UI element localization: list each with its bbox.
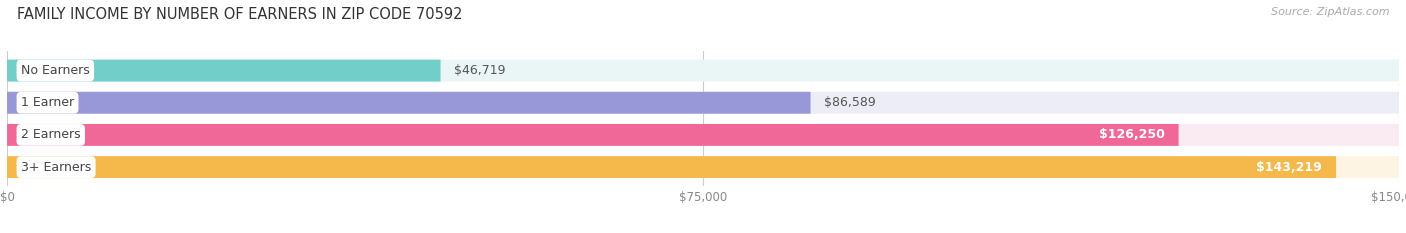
FancyBboxPatch shape [7, 156, 1399, 178]
Text: $86,589: $86,589 [824, 96, 876, 109]
FancyBboxPatch shape [7, 156, 1336, 178]
Text: Source: ZipAtlas.com: Source: ZipAtlas.com [1271, 7, 1389, 17]
FancyBboxPatch shape [7, 92, 1399, 114]
Text: FAMILY INCOME BY NUMBER OF EARNERS IN ZIP CODE 70592: FAMILY INCOME BY NUMBER OF EARNERS IN ZI… [17, 7, 463, 22]
Text: $143,219: $143,219 [1257, 161, 1322, 174]
FancyBboxPatch shape [7, 124, 1178, 146]
FancyBboxPatch shape [7, 92, 810, 114]
Text: 2 Earners: 2 Earners [21, 128, 80, 141]
FancyBboxPatch shape [7, 124, 1399, 146]
Text: $46,719: $46,719 [454, 64, 506, 77]
Text: No Earners: No Earners [21, 64, 90, 77]
FancyBboxPatch shape [7, 60, 440, 82]
Text: 1 Earner: 1 Earner [21, 96, 75, 109]
FancyBboxPatch shape [7, 60, 1399, 82]
Text: $126,250: $126,250 [1098, 128, 1164, 141]
Text: 3+ Earners: 3+ Earners [21, 161, 91, 174]
